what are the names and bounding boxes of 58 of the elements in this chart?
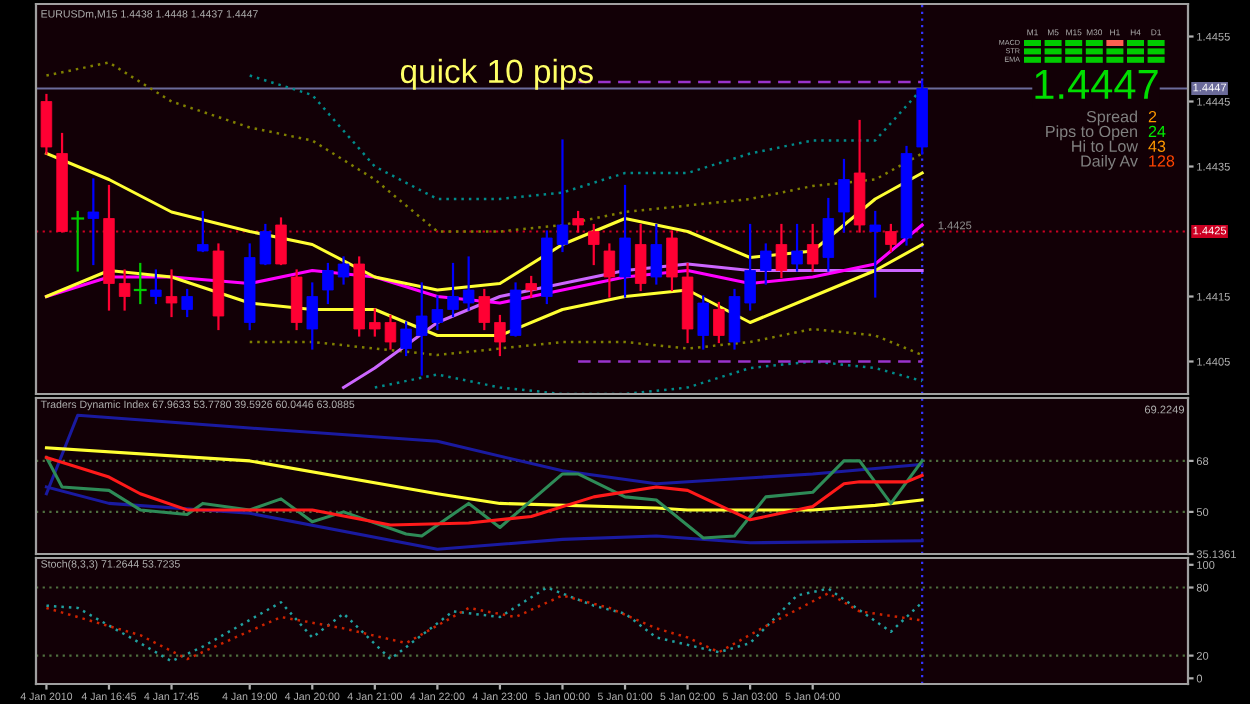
candlestick <box>572 210 584 233</box>
line-series <box>373 360 924 394</box>
candlestick <box>337 256 350 285</box>
candlestick <box>525 275 537 298</box>
candlestick <box>447 262 459 318</box>
candlestick <box>791 223 803 272</box>
candlestick <box>275 217 287 266</box>
candlestick <box>478 288 491 331</box>
line-series <box>248 327 924 357</box>
line-series <box>44 455 924 527</box>
candlestick <box>71 210 85 272</box>
candlestick <box>290 269 303 331</box>
candlestick <box>165 269 178 318</box>
candlestick <box>650 223 663 285</box>
candlestick <box>118 269 131 311</box>
candlestick <box>181 288 193 318</box>
candlestick <box>775 223 788 279</box>
candlestick <box>494 314 506 357</box>
candlestick <box>87 178 100 266</box>
annotation: Pips to Open <box>1046 125 1137 141</box>
candlestick <box>713 301 725 344</box>
candlestick <box>603 243 616 298</box>
annotation: Spread <box>1086 110 1137 126</box>
candlestick <box>462 256 475 311</box>
candlestick <box>697 295 709 350</box>
candlestick <box>760 243 772 285</box>
candlestick <box>666 230 678 292</box>
candlestick <box>885 223 897 253</box>
candlestick <box>634 223 647 292</box>
candlestick <box>556 139 569 253</box>
line-series <box>44 446 924 512</box>
candlestick <box>133 262 147 305</box>
candlestick <box>197 210 209 253</box>
candlestick <box>150 269 162 305</box>
annotation: quick 10 pips <box>400 58 593 90</box>
candlestick <box>869 210 881 298</box>
candlestick <box>400 321 412 357</box>
annotation: 2 <box>1148 110 1157 123</box>
annotation: Hi to Low <box>1072 140 1139 152</box>
candlestick <box>822 197 835 272</box>
annotation: 24 <box>1148 125 1166 137</box>
candlestick <box>40 93 53 155</box>
candlestick <box>728 288 741 350</box>
candlestick <box>588 223 600 266</box>
line-series <box>44 223 924 305</box>
line-series <box>44 151 924 292</box>
candlestick <box>322 262 334 305</box>
annotation: Daily Av <box>1081 154 1138 170</box>
candlestick <box>744 223 756 311</box>
annotation: 1.4447 <box>1035 70 1158 99</box>
candlestick <box>838 158 850 233</box>
candlestick <box>306 282 319 350</box>
candlestick <box>509 282 522 337</box>
line-series <box>44 455 924 540</box>
annotation: 128 <box>1149 155 1175 167</box>
candlestick <box>806 223 819 272</box>
annotation: 43 <box>1148 140 1166 152</box>
candlestick <box>619 184 631 298</box>
